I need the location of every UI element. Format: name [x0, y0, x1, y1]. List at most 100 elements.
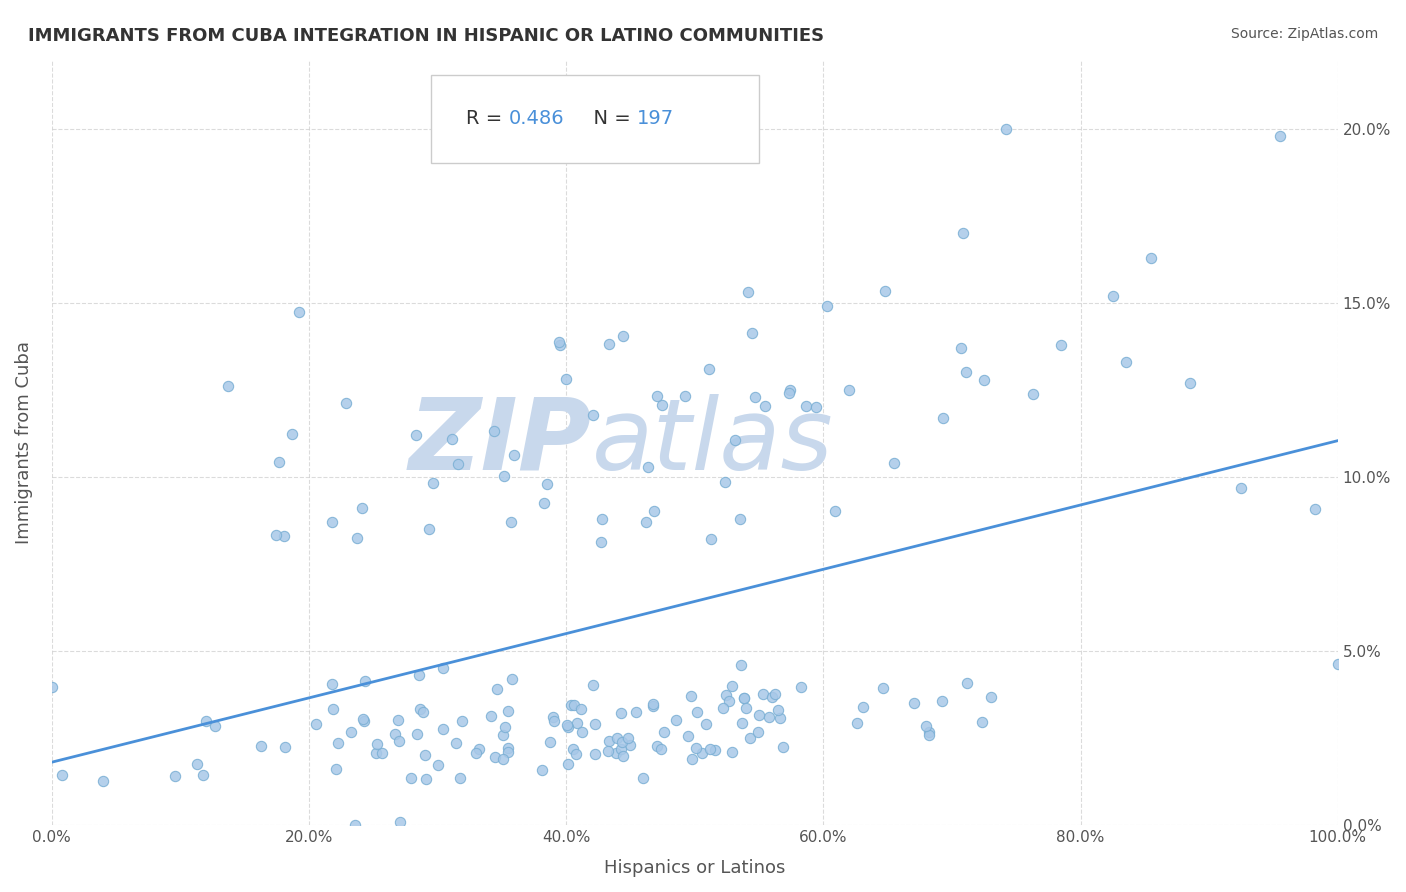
- Point: [883, 456, 905, 470]
- Point: [418, 522, 440, 536]
- Point: [413, 747, 436, 762]
- Point: [643, 699, 665, 714]
- Point: [266, 527, 288, 541]
- Point: [555, 718, 578, 732]
- Point: [606, 731, 628, 745]
- Point: [789, 681, 811, 695]
- Point: [1101, 289, 1123, 303]
- Point: [733, 690, 755, 705]
- Text: N =: N =: [581, 110, 637, 128]
- Point: [598, 337, 620, 351]
- Point: [724, 434, 747, 448]
- Point: [678, 729, 700, 743]
- Point: [995, 122, 1018, 136]
- Point: [733, 691, 755, 706]
- Point: [956, 676, 979, 690]
- Point: [204, 719, 226, 733]
- Point: [838, 384, 860, 398]
- Point: [498, 745, 520, 759]
- Point: [352, 712, 374, 726]
- Point: [186, 757, 208, 772]
- Point: [752, 687, 775, 701]
- Point: [496, 740, 519, 755]
- Point: [274, 739, 297, 754]
- Point: [571, 724, 593, 739]
- Point: [557, 757, 579, 772]
- Point: [1268, 129, 1291, 144]
- Point: [754, 399, 776, 413]
- Point: [598, 734, 620, 748]
- Point: [741, 326, 763, 340]
- Point: [645, 739, 668, 753]
- Point: [482, 424, 505, 438]
- Y-axis label: Immigrants from Cuba: Immigrants from Cuba: [15, 341, 32, 544]
- Point: [561, 741, 583, 756]
- Point: [287, 305, 309, 319]
- Point: [728, 512, 751, 526]
- Point: [695, 717, 717, 731]
- Point: [321, 515, 343, 529]
- Point: [432, 722, 454, 736]
- Point: [720, 679, 742, 693]
- Point: [449, 771, 471, 785]
- Point: [494, 469, 516, 483]
- Point: [955, 366, 977, 380]
- Point: [679, 689, 702, 703]
- Point: [322, 702, 344, 716]
- Point: [952, 226, 974, 240]
- Point: [406, 727, 429, 741]
- Point: [591, 512, 613, 526]
- Point: [598, 744, 620, 758]
- Point: [738, 731, 761, 745]
- Point: [194, 714, 217, 728]
- Point: [387, 713, 409, 727]
- Point: [492, 728, 515, 742]
- Point: [720, 745, 742, 759]
- Point: [650, 742, 672, 756]
- Text: atlas: atlas: [592, 394, 834, 491]
- Point: [697, 362, 720, 376]
- Point: [605, 746, 627, 760]
- Point: [769, 711, 792, 725]
- Point: [371, 747, 394, 761]
- Point: [91, 774, 114, 789]
- Point: [273, 528, 295, 542]
- Point: [51, 767, 73, 781]
- Point: [565, 716, 588, 731]
- Point: [779, 384, 801, 398]
- Point: [305, 717, 328, 731]
- Point: [1140, 251, 1163, 265]
- Point: [737, 285, 759, 300]
- Point: [583, 747, 606, 761]
- Point: [530, 763, 553, 777]
- Point: [346, 531, 368, 545]
- Point: [543, 714, 565, 728]
- Point: [550, 338, 572, 352]
- Point: [384, 727, 406, 741]
- Point: [501, 673, 523, 687]
- Point: [582, 408, 605, 422]
- Point: [335, 395, 357, 409]
- Point: [557, 720, 579, 734]
- Point: [714, 475, 737, 489]
- Point: [533, 496, 555, 510]
- Point: [730, 715, 752, 730]
- Text: ZIP: ZIP: [409, 394, 592, 491]
- Point: [451, 714, 474, 729]
- Point: [498, 704, 520, 718]
- Point: [872, 681, 894, 696]
- Point: [412, 705, 434, 719]
- Point: [685, 740, 707, 755]
- Point: [980, 690, 1002, 704]
- Point: [582, 678, 605, 692]
- Point: [1178, 376, 1201, 391]
- Point: [583, 717, 606, 731]
- Point: [484, 750, 506, 764]
- Point: [267, 455, 290, 469]
- Point: [747, 724, 769, 739]
- Point: [165, 770, 187, 784]
- Point: [730, 657, 752, 672]
- Point: [758, 710, 780, 724]
- Point: [704, 743, 727, 757]
- Point: [408, 667, 430, 681]
